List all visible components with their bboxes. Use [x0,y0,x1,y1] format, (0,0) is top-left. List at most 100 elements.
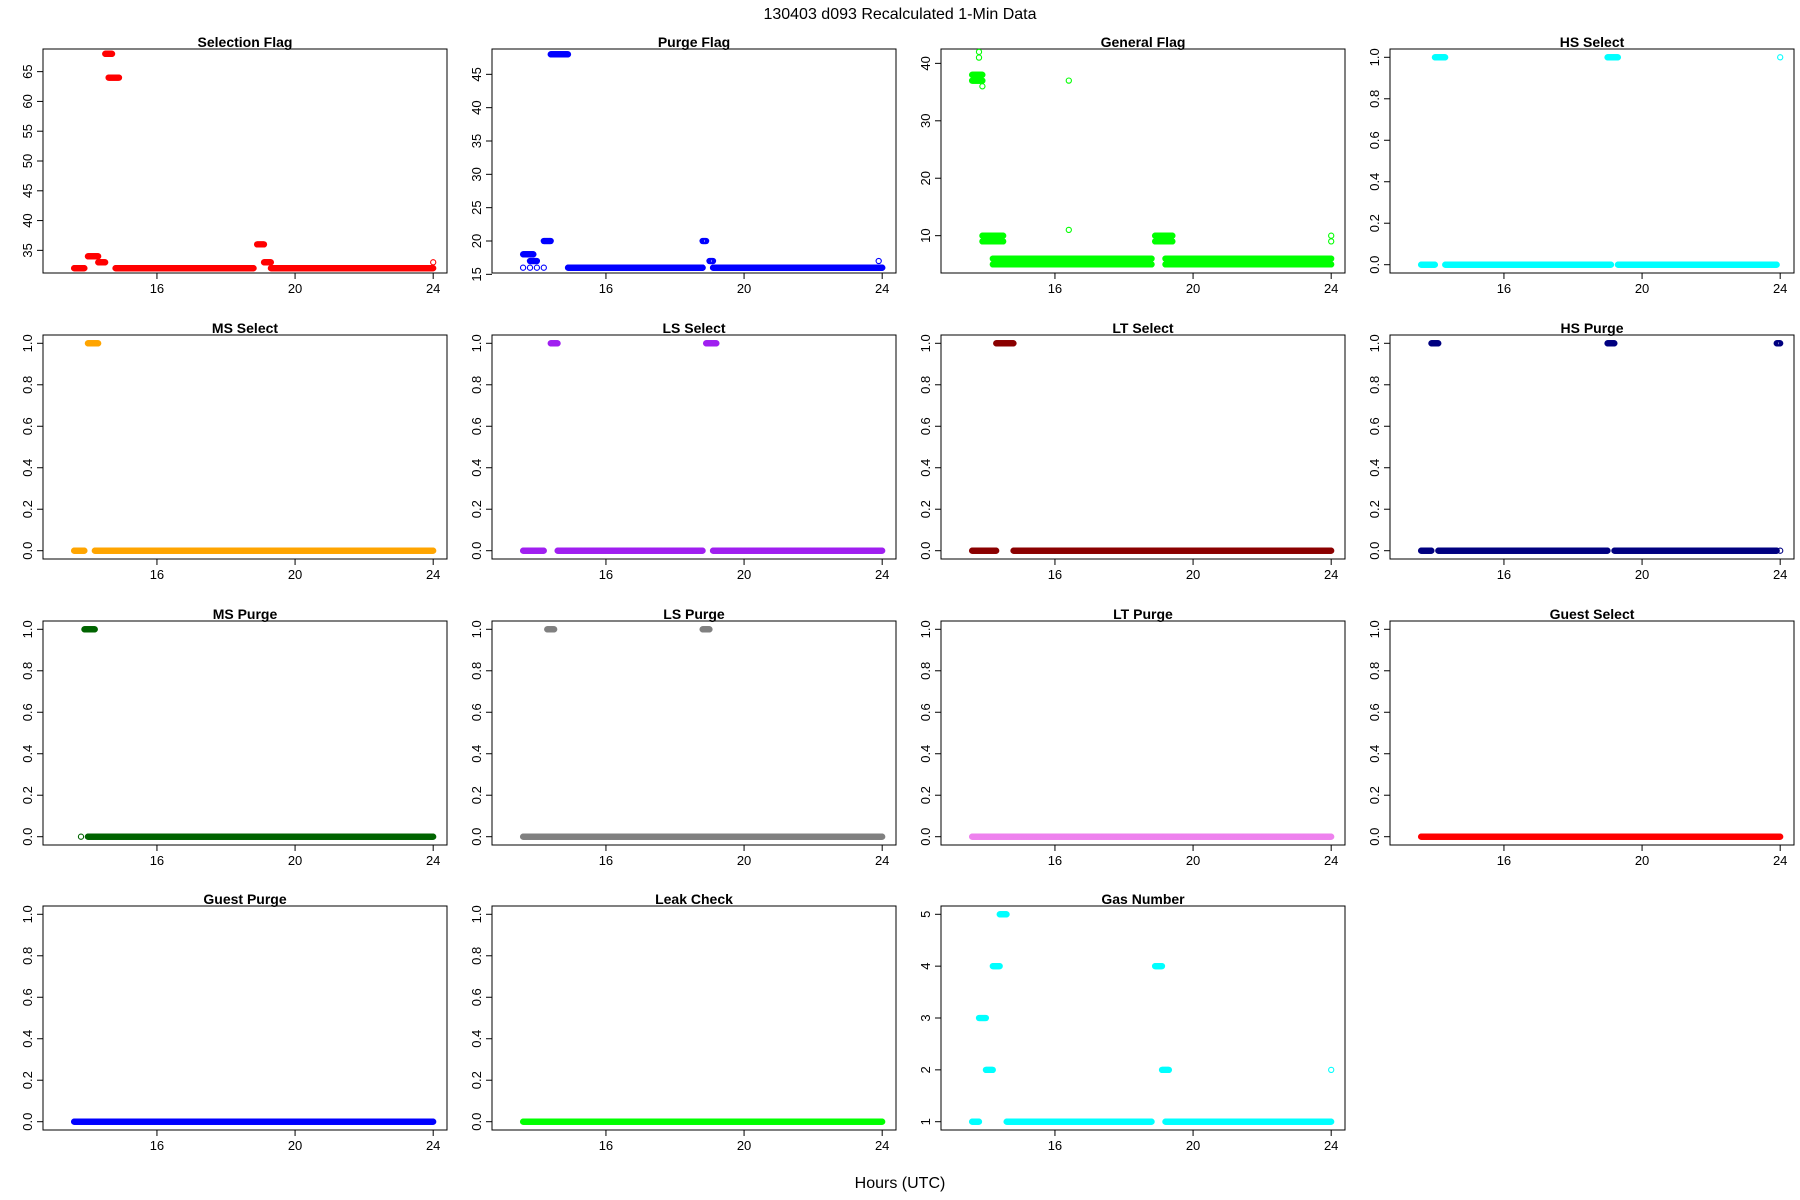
panel-title: Selection Flag [198,34,293,50]
y-tick-label: 0.4 [1367,173,1382,191]
y-tick-label: 0.2 [469,500,484,518]
panel-title: MS Select [212,320,278,336]
x-tick-label: 24 [1324,281,1338,296]
data-points [519,340,886,554]
y-tick-label: 1.0 [469,334,484,352]
y-tick-label: 45 [20,184,35,198]
x-tick-label: 16 [599,567,613,582]
y-tick-label: 35 [469,134,484,148]
figure-title: 130403 d093 Recalculated 1-Min Data [763,6,1036,23]
x-tick-label: 20 [1635,281,1649,296]
plot-frame [491,48,897,274]
data-point [547,237,554,245]
y-tick-label: 50 [20,154,35,168]
plot-frame [940,334,1346,560]
data-point [267,259,275,266]
data-point [1000,238,1007,245]
data-point [108,50,116,57]
y-tick-label: 45 [469,67,484,81]
x-tick-label: 16 [150,567,164,582]
y-tick-label: 25 [469,200,484,214]
y-tick-label: 30 [469,167,484,181]
y-tick-label: 30 [918,114,933,128]
data-point [564,51,572,58]
data-point [702,237,710,245]
panel-title: LT Select [1112,320,1174,336]
panel-title: HS Select [1560,34,1625,50]
data-point [533,257,541,265]
x-tick-label: 24 [1773,281,1787,296]
data-point [979,83,986,90]
y-tick-label: 20 [469,234,484,248]
data-point [519,264,527,271]
y-tick-label: 1.0 [1367,48,1382,66]
data-point [979,71,986,78]
y-tick-label: 0.6 [469,417,484,435]
y-tick-label: 0.2 [20,500,35,518]
panel-title: Purge Flag [658,34,730,50]
data-point [1065,226,1072,234]
y-tick-label: 35 [20,243,35,257]
data-point [1328,238,1335,245]
x-tick-label: 24 [875,281,889,296]
x-tick-label: 16 [150,281,164,296]
data-point [250,265,257,272]
y-tick-label: 0.6 [1367,131,1382,149]
x-tick-label: 16 [599,281,613,296]
data-point [533,264,541,271]
data-point [115,74,123,81]
x-tick-label: 20 [1186,281,1200,296]
data-points [70,50,437,272]
data-point [699,264,706,271]
x-tick-label: 16 [1497,281,1511,296]
data-point [95,253,102,260]
data-point [1065,77,1072,84]
y-tick-label: 0.2 [1367,214,1382,232]
data-point [875,257,882,265]
y-tick-label: 0.8 [469,376,484,394]
data-points [968,48,1335,268]
y-tick-label: 0.0 [1367,256,1382,274]
data-point [260,241,268,248]
y-tick-label: 0.8 [1367,90,1382,108]
x-tick-label: 20 [288,281,302,296]
plot-frame [42,48,448,274]
panel-title: LS Select [662,320,725,336]
data-points [519,51,886,271]
data-point [709,257,717,265]
x-tick-label: 24 [426,567,440,582]
y-tick-label: 55 [20,124,35,138]
data-point [540,264,547,271]
y-tick-label: 20 [918,171,933,185]
panel-title: General Flag [1101,34,1186,50]
x-tick-label: 20 [737,281,751,296]
panel-purge-flag: Purge Flag 16 20 24 15 20 25 30 35 40 45 [469,34,897,296]
panel-hs-select: HS Select 16 20 24 0.0 0.2 0.4 0.6 0.8 1.0 [1367,34,1795,296]
data-point [81,265,88,272]
data-point [430,259,437,266]
y-tick-label: 10 [918,228,933,242]
plot-frame [42,334,448,560]
plot-frame [1389,48,1795,274]
y-tick-label: 0.4 [20,459,35,477]
plot-frame [940,48,1346,274]
y-tick-label: 15 [469,267,484,281]
data-point [879,264,886,271]
data-points [70,340,437,554]
y-tick-label: 40 [20,213,35,227]
y-tick-label: 65 [20,64,35,78]
data-point [1777,54,1784,61]
data-points [968,340,1335,554]
y-tick-label: 0.4 [469,459,484,477]
y-tick-label: 0.8 [20,376,35,394]
x-tick-label: 20 [288,567,302,582]
data-point [102,259,109,266]
y-tick-label: 40 [469,100,484,114]
